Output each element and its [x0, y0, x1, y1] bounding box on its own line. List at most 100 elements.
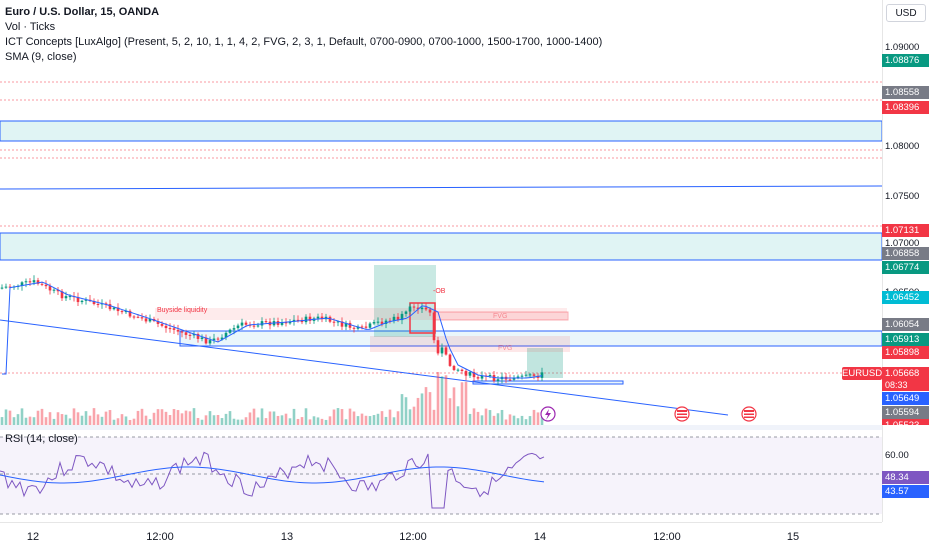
volume-bar — [56, 412, 60, 425]
rsi-pane[interactable] — [0, 430, 882, 522]
candle-body — [76, 297, 80, 303]
candle-body — [288, 321, 292, 324]
volume-bar — [468, 413, 472, 425]
candle-body — [328, 316, 332, 322]
candle-body — [8, 286, 12, 288]
volume-bar — [504, 419, 508, 425]
time-label: 15 — [786, 531, 800, 543]
sma-indicator-label[interactable]: SMA (9, close) — [5, 51, 77, 63]
candle-body — [24, 281, 28, 283]
candle-body — [256, 325, 260, 327]
price-tag: 1.05523 — [882, 419, 929, 425]
candle-body — [396, 316, 400, 321]
candle-body — [148, 318, 152, 322]
volume-bar — [440, 376, 444, 425]
volume-bar — [300, 417, 304, 425]
price-tag: 1.06858 — [882, 247, 929, 260]
currency-button[interactable]: USD — [886, 4, 926, 22]
volume-bar — [80, 415, 84, 425]
ict-indicator-label[interactable]: ICT Concepts [LuxAlgo] (Present, 5, 2, 1… — [5, 36, 603, 48]
candle-body — [424, 307, 428, 310]
volume-bar — [404, 397, 408, 425]
candle-body — [260, 321, 264, 326]
volume-bar — [508, 414, 512, 425]
volume-bar — [280, 415, 284, 425]
volume-bar — [260, 408, 264, 425]
small-zone — [472, 380, 624, 385]
volume-bar — [340, 409, 344, 425]
candle-body — [216, 338, 220, 340]
volume-bar — [372, 415, 376, 425]
candle-body — [316, 316, 320, 319]
volume-bar — [172, 409, 176, 425]
candle-body — [444, 347, 448, 355]
long-position-zone-2[interactable] — [527, 348, 563, 378]
volume-bar — [488, 410, 492, 425]
candle-body — [32, 280, 36, 283]
us-flag-event-icon[interactable] — [674, 406, 690, 422]
volume-bar — [376, 413, 380, 425]
rsi-legend[interactable]: RSI (14, close) — [5, 433, 78, 445]
volume-bar — [388, 409, 392, 425]
main-chart[interactable]: Buyside liquidity -OB FVG FVG — [0, 0, 882, 425]
symbol-title[interactable]: Euro / U.S. Dollar, 15, OANDA — [5, 6, 160, 18]
rsi-canvas[interactable] — [0, 430, 882, 522]
candle-body — [516, 376, 520, 378]
pane-separator[interactable] — [0, 425, 882, 430]
volume-bar — [184, 410, 188, 425]
volume-bar — [60, 414, 64, 425]
price-tag: 1.06452 — [882, 291, 929, 304]
us-flag-event-icon[interactable] — [741, 406, 757, 422]
volume-bar — [12, 417, 16, 425]
candle-body — [308, 316, 312, 321]
lightning-event-icon[interactable] — [540, 406, 556, 422]
volume-bar — [216, 414, 220, 425]
time-label: 12:00 — [146, 531, 174, 543]
candle-body — [68, 296, 72, 298]
candle-body — [320, 316, 324, 320]
volume-bar — [444, 375, 448, 425]
volume-bar — [484, 408, 488, 425]
price-tag: 1.05594 — [882, 406, 929, 419]
volume-bar — [0, 417, 4, 425]
volume-bar — [212, 415, 216, 425]
candle-body — [452, 365, 456, 370]
buyside-label: Buyside liquidity — [157, 307, 208, 314]
liquidity-zone-3 — [179, 330, 882, 347]
volume-bar — [88, 415, 92, 425]
candle-body — [140, 317, 144, 319]
candle-body — [84, 299, 88, 301]
time-label: 13 — [280, 531, 294, 543]
time-axis[interactable] — [0, 522, 882, 551]
chart-legend: Euro / U.S. Dollar, 15, OANDA Vol · Tick… — [5, 5, 602, 65]
candle-body — [344, 322, 348, 327]
volume-bar — [160, 409, 164, 425]
candle-body — [264, 321, 268, 323]
volume-bar — [48, 412, 52, 425]
volume-bar — [116, 418, 120, 425]
volume-bar — [500, 409, 504, 425]
volume-bar — [140, 408, 144, 425]
candle-body — [524, 374, 528, 376]
candle-body — [136, 316, 140, 318]
volume-bar — [332, 409, 336, 425]
candle-body — [108, 304, 112, 310]
candle-body — [192, 333, 196, 336]
price-chart-canvas[interactable]: Buyside liquidity -OB FVG FVG — [0, 0, 882, 425]
long-position-zone[interactable] — [374, 265, 436, 337]
candle-body — [224, 332, 228, 338]
volume-bar — [540, 417, 544, 425]
vol-indicator-label[interactable]: Vol · Ticks — [5, 21, 56, 33]
rsi-ma-line — [0, 466, 545, 484]
candle-body — [384, 320, 388, 324]
volume-bar — [72, 408, 76, 425]
candle-body — [200, 337, 204, 339]
volume-bar — [256, 417, 260, 425]
candle-body — [356, 326, 360, 329]
volume-bars — [0, 372, 544, 425]
volume-bar — [304, 408, 308, 425]
candle-body — [228, 329, 232, 333]
volume-bar — [96, 414, 100, 425]
ob-label: -OB — [433, 288, 446, 295]
candle-body — [44, 284, 48, 287]
